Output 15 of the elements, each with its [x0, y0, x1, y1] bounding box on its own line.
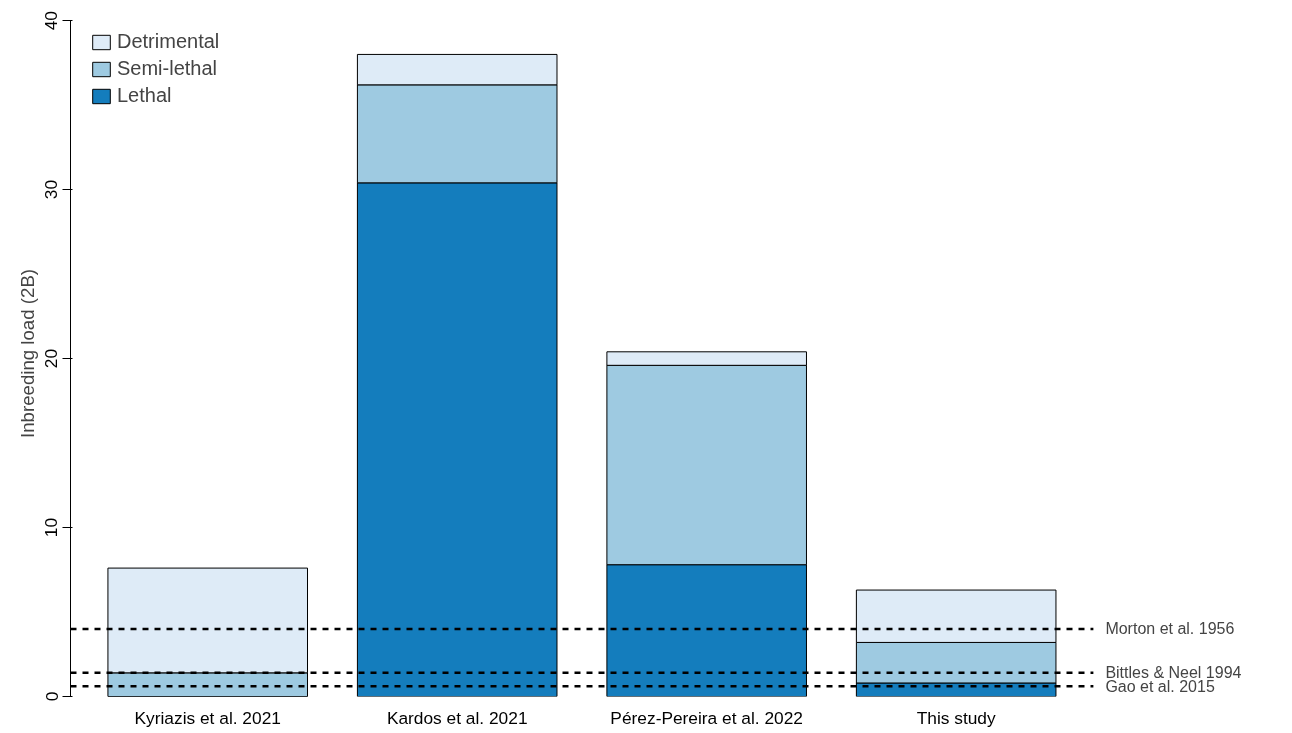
y-tick-label: 40: [41, 10, 62, 31]
y-axis-title: Inbreeding load (2B): [16, 268, 38, 439]
legend-label: Detrimental: [117, 30, 220, 53]
y-tick-label: 30: [41, 179, 62, 200]
x-tick-label: Pérez-Pereira et al. 2022: [610, 707, 804, 728]
ref-line-label: Gao et al. 2015: [1105, 677, 1215, 695]
y-tick-label: 0: [41, 691, 62, 702]
legend-label: Semi-lethal: [117, 57, 218, 80]
y-tick-label: 10: [41, 517, 62, 538]
y-tick-label: 20: [41, 348, 62, 369]
x-tick-label: This study: [916, 707, 996, 728]
legend-label: Lethal: [117, 84, 172, 107]
x-tick-label: Kardos et al. 2021: [386, 707, 528, 728]
ref-line-label: Morton et al. 1956: [1105, 620, 1235, 638]
x-tick-label: Kyriazis et al. 2021: [134, 707, 281, 728]
